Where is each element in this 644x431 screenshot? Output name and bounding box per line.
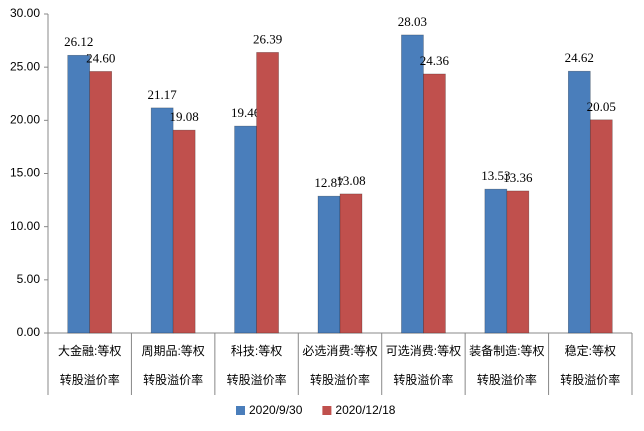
x-tick-label: 转股溢价率 [310,372,370,387]
y-tick-label: 15.00 [10,166,40,180]
x-tick-label: 转股溢价率 [60,372,120,387]
y-tick-label: 25.00 [10,59,40,73]
data-label: 24.36 [420,53,450,68]
data-label: 21.17 [148,87,178,102]
y-tick-label: 0.00 [17,325,41,339]
data-label: 19.46 [231,105,261,120]
bar [150,107,174,334]
data-label: 12.87 [314,175,344,190]
data-label: 13.53 [481,168,510,183]
x-tick-label: 必选消费:等权 [302,344,377,358]
data-label: 13.36 [503,170,533,185]
x-tick-label: 装备制造:等权 [469,344,544,358]
legend-label: 2020/9/30 [249,403,303,417]
bar [401,34,424,334]
x-tick-label: 大金融:等权 [58,343,121,358]
bar [423,73,446,334]
bar [67,54,91,334]
x-tick-label: 转股溢价率 [560,372,620,387]
data-label: 13.08 [336,173,365,188]
data-label: 24.62 [565,50,594,65]
data-label: 26.12 [64,34,93,49]
x-tick-label: 可选消费:等权 [386,344,461,358]
y-tick-label: 5.00 [17,272,41,286]
data-label: 28.03 [398,14,427,29]
bar [589,119,613,334]
data-label: 24.60 [86,50,115,65]
x-tick-label: 转股溢价率 [143,372,203,387]
legend-swatch [236,406,245,415]
bar [317,195,341,334]
legend-label: 2020/12/18 [335,403,395,417]
bar [339,193,363,334]
x-tick-label: 转股溢价率 [477,372,537,387]
legend-swatch [322,406,332,415]
x-tick-label: 周期品:等权 [141,344,204,358]
bar [256,52,279,334]
data-label: 26.39 [253,31,282,46]
x-tick-label: 稳定:等权 [565,343,616,358]
data-label: 20.05 [587,99,616,114]
y-tick-label: 30.00 [10,6,40,20]
y-tick-label: 20.00 [10,113,40,127]
bar [484,188,508,334]
x-tick-label: 转股溢价率 [227,372,287,387]
data-label: 19.08 [170,109,199,124]
bar [89,71,113,334]
y-tick-label: 10.00 [10,219,40,233]
x-tick-label: 转股溢价率 [393,372,453,387]
x-tick-label: 科技:等权 [231,344,282,358]
bar [234,125,257,334]
bar [172,129,196,334]
bar [506,190,530,334]
